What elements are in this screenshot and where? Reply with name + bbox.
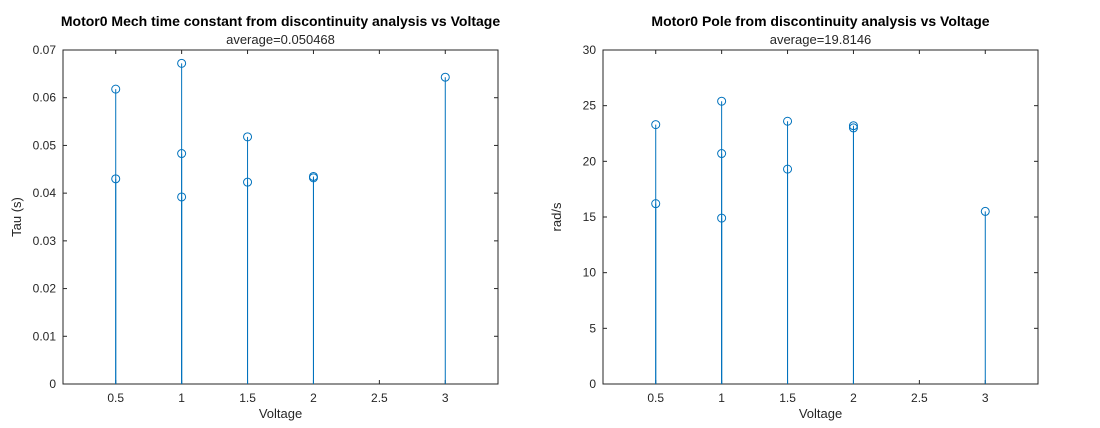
y-tick-label: 0 bbox=[49, 377, 56, 391]
x-axis-label: Voltage bbox=[799, 406, 842, 421]
chart-subtitle: average=0.050468 bbox=[226, 32, 335, 47]
x-tick-label: 2 bbox=[850, 391, 857, 405]
y-tick-label: 0.07 bbox=[33, 43, 57, 57]
stem-marker bbox=[783, 164, 793, 174]
stem-marker bbox=[177, 149, 187, 159]
stem-marker bbox=[440, 72, 450, 82]
x-tick-label: 3 bbox=[442, 391, 449, 405]
x-tick-label: 0.5 bbox=[107, 391, 124, 405]
y-tick-label: 0.01 bbox=[33, 329, 57, 343]
stem-marker bbox=[717, 213, 727, 223]
y-tick-label: 0 bbox=[589, 377, 596, 391]
y-tick-label: 0.06 bbox=[33, 91, 57, 105]
y-tick-label: 0.05 bbox=[33, 138, 57, 152]
stem-marker bbox=[243, 177, 253, 187]
y-axis-label: rad/s bbox=[549, 202, 564, 231]
x-tick-label: 2 bbox=[310, 391, 317, 405]
stem-marker bbox=[980, 206, 990, 216]
x-tick-label: 2.5 bbox=[371, 391, 388, 405]
x-tick-label: 2.5 bbox=[911, 391, 928, 405]
y-tick-label: 15 bbox=[583, 210, 597, 224]
stem-marker bbox=[111, 84, 121, 94]
x-tick-label: 1 bbox=[718, 391, 725, 405]
x-tick-label: 0.5 bbox=[647, 391, 664, 405]
stem-marker bbox=[717, 149, 727, 159]
stem-marker bbox=[308, 173, 318, 183]
x-tick-label: 1.5 bbox=[779, 391, 796, 405]
y-tick-label: 10 bbox=[583, 266, 597, 280]
axes-box bbox=[602, 49, 1039, 385]
axes-box bbox=[62, 49, 499, 385]
y-tick-label: 30 bbox=[583, 43, 597, 57]
stem-marker bbox=[651, 120, 661, 130]
chart-subtitle: average=19.8146 bbox=[770, 32, 872, 47]
stem-marker bbox=[111, 174, 121, 184]
chart-title: Motor0 Mech time constant from discontin… bbox=[61, 13, 500, 29]
y-tick-label: 20 bbox=[583, 154, 597, 168]
stem-marker bbox=[717, 96, 727, 106]
stem-marker bbox=[651, 199, 661, 209]
x-tick-label: 1 bbox=[178, 391, 185, 405]
y-tick-label: 0.02 bbox=[33, 282, 57, 296]
stem-marker bbox=[177, 192, 187, 202]
y-tick-label: 25 bbox=[583, 99, 597, 113]
y-axis-label: Tau (s) bbox=[9, 197, 24, 237]
stem-marker bbox=[243, 132, 253, 142]
left-stem-plot: Motor0 Mech time constant from discontin… bbox=[9, 13, 500, 421]
chart-title: Motor0 Pole from discontinuity analysis … bbox=[651, 13, 989, 29]
y-tick-label: 0.04 bbox=[33, 186, 57, 200]
stem-marker bbox=[848, 123, 858, 133]
x-tick-label: 1.5 bbox=[239, 391, 256, 405]
x-tick-label: 3 bbox=[982, 391, 989, 405]
y-tick-label: 5 bbox=[589, 321, 596, 335]
x-axis-label: Voltage bbox=[259, 406, 302, 421]
y-tick-label: 0.03 bbox=[33, 234, 57, 248]
stem-marker bbox=[783, 116, 793, 126]
right-stem-plot: Motor0 Pole from discontinuity analysis … bbox=[549, 13, 1039, 421]
stem-marker bbox=[177, 58, 187, 68]
